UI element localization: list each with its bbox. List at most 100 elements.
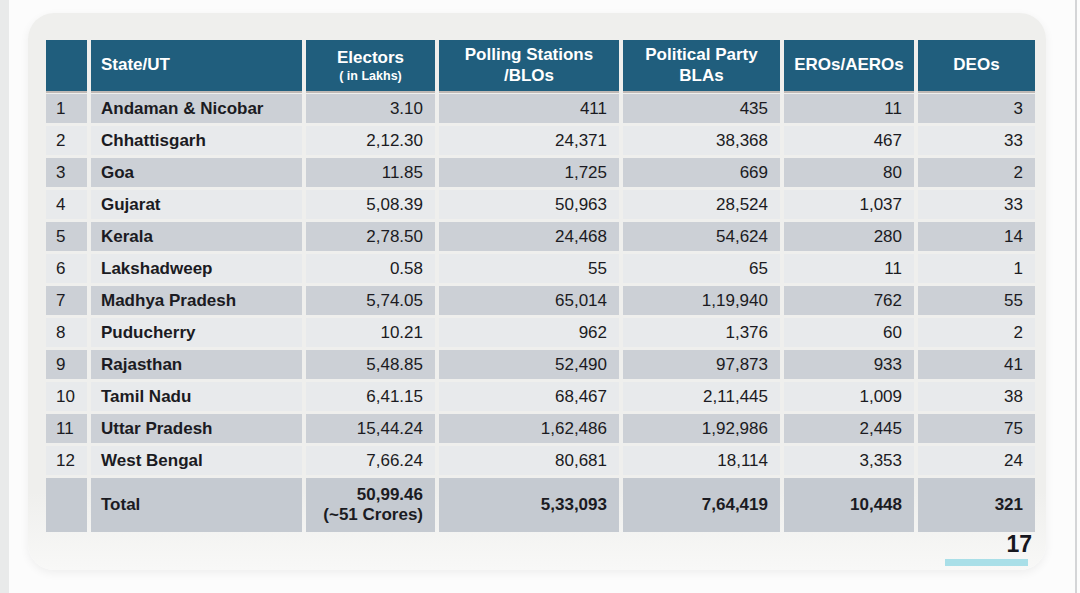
polling-stations-cell: 68,467 xyxy=(439,382,619,411)
polling-stations-cell: 1,725 xyxy=(439,158,619,187)
deos-cell: 55 xyxy=(918,286,1035,315)
row-number-cell: 5 xyxy=(46,222,87,251)
row-number-cell: 2 xyxy=(46,126,87,155)
header-blas-line2: BLAs xyxy=(627,66,776,86)
state-name-cell: Rajasthan xyxy=(91,350,302,379)
header-electors: Electors ( in Lakhs) xyxy=(306,40,435,91)
total-blas-cell: 7,64,419 xyxy=(623,478,780,532)
electors-cell: 11.85 xyxy=(306,158,435,187)
electors-cell: 2,78.50 xyxy=(306,222,435,251)
deos-cell: 2 xyxy=(918,158,1035,187)
party-blas-cell: 28,524 xyxy=(623,190,780,219)
total-electors-note: (~51 Crores) xyxy=(310,505,423,525)
table-row: 1 Andaman & Nicobar 3.10 411 435 11 3 xyxy=(46,94,1035,123)
page-background: State/UT Electors ( in Lakhs) Polling St… xyxy=(0,0,1080,593)
row-number-cell: 4 xyxy=(46,190,87,219)
row-number-cell: 11 xyxy=(46,414,87,443)
row-number-cell: 9 xyxy=(46,350,87,379)
row-number-cell: 12 xyxy=(46,446,87,475)
polling-stations-cell: 24,371 xyxy=(439,126,619,155)
polling-stations-cell: 55 xyxy=(439,254,619,283)
polling-stations-cell: 411 xyxy=(439,94,619,123)
header-electors-unit: ( in Lakhs) xyxy=(310,69,431,84)
party-blas-cell: 1,376 xyxy=(623,318,780,347)
deos-cell: 14 xyxy=(918,222,1035,251)
page-number: 17 xyxy=(1006,533,1034,556)
state-name-cell: Kerala xyxy=(91,222,302,251)
accent-underline-bar xyxy=(945,559,1028,566)
table-row: 6 Lakshadweep 0.58 55 65 11 1 xyxy=(46,254,1035,283)
polling-stations-cell: 65,014 xyxy=(439,286,619,315)
table-row: 3 Goa 11.85 1,725 669 80 2 xyxy=(46,158,1035,187)
party-blas-cell: 18,114 xyxy=(623,446,780,475)
state-name-cell: West Bengal xyxy=(91,446,302,475)
total-electors-cell: 50,99.46 (~51 Crores) xyxy=(306,478,435,532)
page-footer: 17 xyxy=(945,533,1034,566)
total-polling-cell: 5,33,093 xyxy=(439,478,619,532)
electors-cell: 6,41.15 xyxy=(306,382,435,411)
state-name-cell: Madhya Pradesh xyxy=(91,286,302,315)
header-electors-label: Electors xyxy=(310,48,431,68)
electors-cell: 15,44.24 xyxy=(306,414,435,443)
eros-aeros-cell: 467 xyxy=(784,126,914,155)
electors-cell: 5,08.39 xyxy=(306,190,435,219)
deos-cell: 33 xyxy=(918,126,1035,155)
row-number-cell: 3 xyxy=(46,158,87,187)
state-name-cell: Tamil Nadu xyxy=(91,382,302,411)
electors-cell: 7,66.24 xyxy=(306,446,435,475)
state-name-cell: Lakshadweep xyxy=(91,254,302,283)
total-serial-cell xyxy=(46,478,87,532)
electors-cell: 5,74.05 xyxy=(306,286,435,315)
party-blas-cell: 54,624 xyxy=(623,222,780,251)
deos-cell: 1 xyxy=(918,254,1035,283)
header-polling-line2: /BLOs xyxy=(443,66,615,86)
polling-stations-cell: 24,468 xyxy=(439,222,619,251)
left-edge-strip xyxy=(0,0,9,593)
header-polling-line1: Polling Stations xyxy=(443,45,615,65)
eros-aeros-cell: 762 xyxy=(784,286,914,315)
total-label-cell: Total xyxy=(91,478,302,532)
party-blas-cell: 65 xyxy=(623,254,780,283)
state-name-cell: Chhattisgarh xyxy=(91,126,302,155)
row-number-cell: 8 xyxy=(46,318,87,347)
party-blas-cell: 97,873 xyxy=(623,350,780,379)
polling-stations-cell: 80,681 xyxy=(439,446,619,475)
deos-cell: 75 xyxy=(918,414,1035,443)
polling-stations-cell: 50,963 xyxy=(439,190,619,219)
table-row: 11 Uttar Pradesh 15,44.24 1,62,486 1,92,… xyxy=(46,414,1035,443)
header-deos: DEOs xyxy=(918,40,1035,91)
table-row: 9 Rajasthan 5,48.85 52,490 97,873 933 41 xyxy=(46,350,1035,379)
right-edge-line xyxy=(1075,0,1077,593)
deos-cell: 24 xyxy=(918,446,1035,475)
table-row: 2 Chhattisgarh 2,12.30 24,371 38,368 467… xyxy=(46,126,1035,155)
table-row: 5 Kerala 2,78.50 24,468 54,624 280 14 xyxy=(46,222,1035,251)
electors-cell: 10.21 xyxy=(306,318,435,347)
polling-stations-cell: 52,490 xyxy=(439,350,619,379)
states-election-table: State/UT Electors ( in Lakhs) Polling St… xyxy=(42,37,1039,535)
table-row: 7 Madhya Pradesh 5,74.05 65,014 1,19,940… xyxy=(46,286,1035,315)
header-eros-aeros: EROs/AEROs xyxy=(784,40,914,91)
eros-aeros-cell: 1,009 xyxy=(784,382,914,411)
electors-cell: 5,48.85 xyxy=(306,350,435,379)
party-blas-cell: 1,19,940 xyxy=(623,286,780,315)
eros-aeros-cell: 280 xyxy=(784,222,914,251)
table-row: 12 West Bengal 7,66.24 80,681 18,114 3,3… xyxy=(46,446,1035,475)
table-total-row: Total 50,99.46 (~51 Crores) 5,33,093 7,6… xyxy=(46,478,1035,532)
deos-cell: 33 xyxy=(918,190,1035,219)
table-row: 10 Tamil Nadu 6,41.15 68,467 2,11,445 1,… xyxy=(46,382,1035,411)
row-number-cell: 10 xyxy=(46,382,87,411)
table-row: 4 Gujarat 5,08.39 50,963 28,524 1,037 33 xyxy=(46,190,1035,219)
table-header-row: State/UT Electors ( in Lakhs) Polling St… xyxy=(46,40,1035,91)
state-name-cell: Andaman & Nicobar xyxy=(91,94,302,123)
header-political-party-blas: Political Party BLAs xyxy=(623,40,780,91)
table-body: 1 Andaman & Nicobar 3.10 411 435 11 3 2 … xyxy=(46,94,1035,475)
polling-stations-cell: 1,62,486 xyxy=(439,414,619,443)
state-name-cell: Goa xyxy=(91,158,302,187)
row-number-cell: 6 xyxy=(46,254,87,283)
eros-aeros-cell: 11 xyxy=(784,94,914,123)
state-name-cell: Gujarat xyxy=(91,190,302,219)
polling-stations-cell: 962 xyxy=(439,318,619,347)
eros-aeros-cell: 933 xyxy=(784,350,914,379)
header-serial xyxy=(46,40,87,91)
slide: State/UT Electors ( in Lakhs) Polling St… xyxy=(28,13,1046,570)
